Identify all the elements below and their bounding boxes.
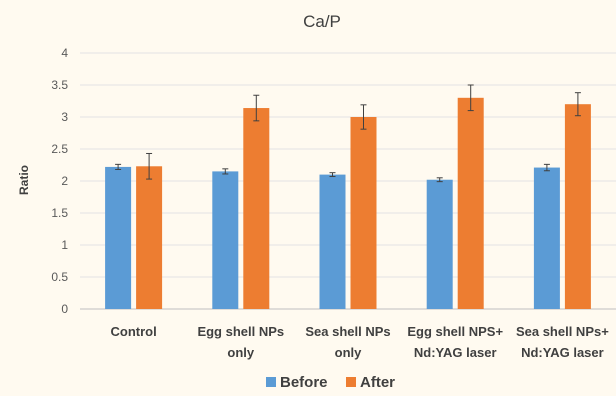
category-label: Egg shell NPs bbox=[197, 324, 284, 339]
category-label: Nd:YAG laser bbox=[414, 345, 497, 360]
y-tick-label: 1.5 bbox=[51, 206, 68, 220]
gridlines bbox=[80, 52, 616, 310]
bar-after bbox=[243, 108, 270, 309]
legend: Before After bbox=[266, 374, 395, 391]
category-label: Nd:YAG laser bbox=[521, 345, 604, 360]
x-categories: Control Egg shell NPs only Sea shell NPs onl… bbox=[110, 324, 609, 360]
y-tick-label: 0.5 bbox=[51, 270, 68, 284]
category-label: only bbox=[227, 345, 254, 360]
bar-after bbox=[136, 166, 163, 309]
bar-before bbox=[426, 179, 453, 309]
legend-swatch-before bbox=[266, 377, 276, 387]
bar-after bbox=[457, 97, 484, 309]
y-ticks: 0 0.5 1 1.5 2 2.5 3 3.5 4 bbox=[51, 46, 68, 316]
y-axis-label: Ratio bbox=[17, 165, 31, 195]
bar-before bbox=[105, 166, 132, 309]
category-label: only bbox=[335, 345, 362, 360]
bar-after bbox=[564, 104, 591, 309]
y-tick-label: 0 bbox=[61, 302, 68, 316]
category-label: Control bbox=[110, 324, 156, 339]
y-tick-label: 3.5 bbox=[51, 78, 68, 92]
y-tick-label: 4 bbox=[61, 46, 68, 60]
legend-swatch-after bbox=[346, 377, 356, 387]
bar-after bbox=[350, 117, 377, 309]
bar-before bbox=[533, 167, 560, 309]
y-tick-label: 1 bbox=[61, 238, 68, 252]
y-tick-label: 2.5 bbox=[51, 142, 68, 156]
y-tick-label: 2 bbox=[61, 174, 68, 188]
bars bbox=[105, 84, 591, 309]
bar-before bbox=[212, 171, 239, 309]
category-label: Sea shell NPs bbox=[305, 324, 390, 339]
legend-label-before: Before bbox=[280, 374, 328, 391]
category-label: Egg shell NPS+ bbox=[407, 324, 503, 339]
category-label: Sea shell NPs+ bbox=[516, 324, 609, 339]
chart-title: Ca/P bbox=[303, 12, 341, 31]
y-tick-label: 3 bbox=[61, 110, 68, 124]
legend-label-after: After bbox=[360, 374, 395, 391]
bar-before bbox=[319, 174, 346, 309]
